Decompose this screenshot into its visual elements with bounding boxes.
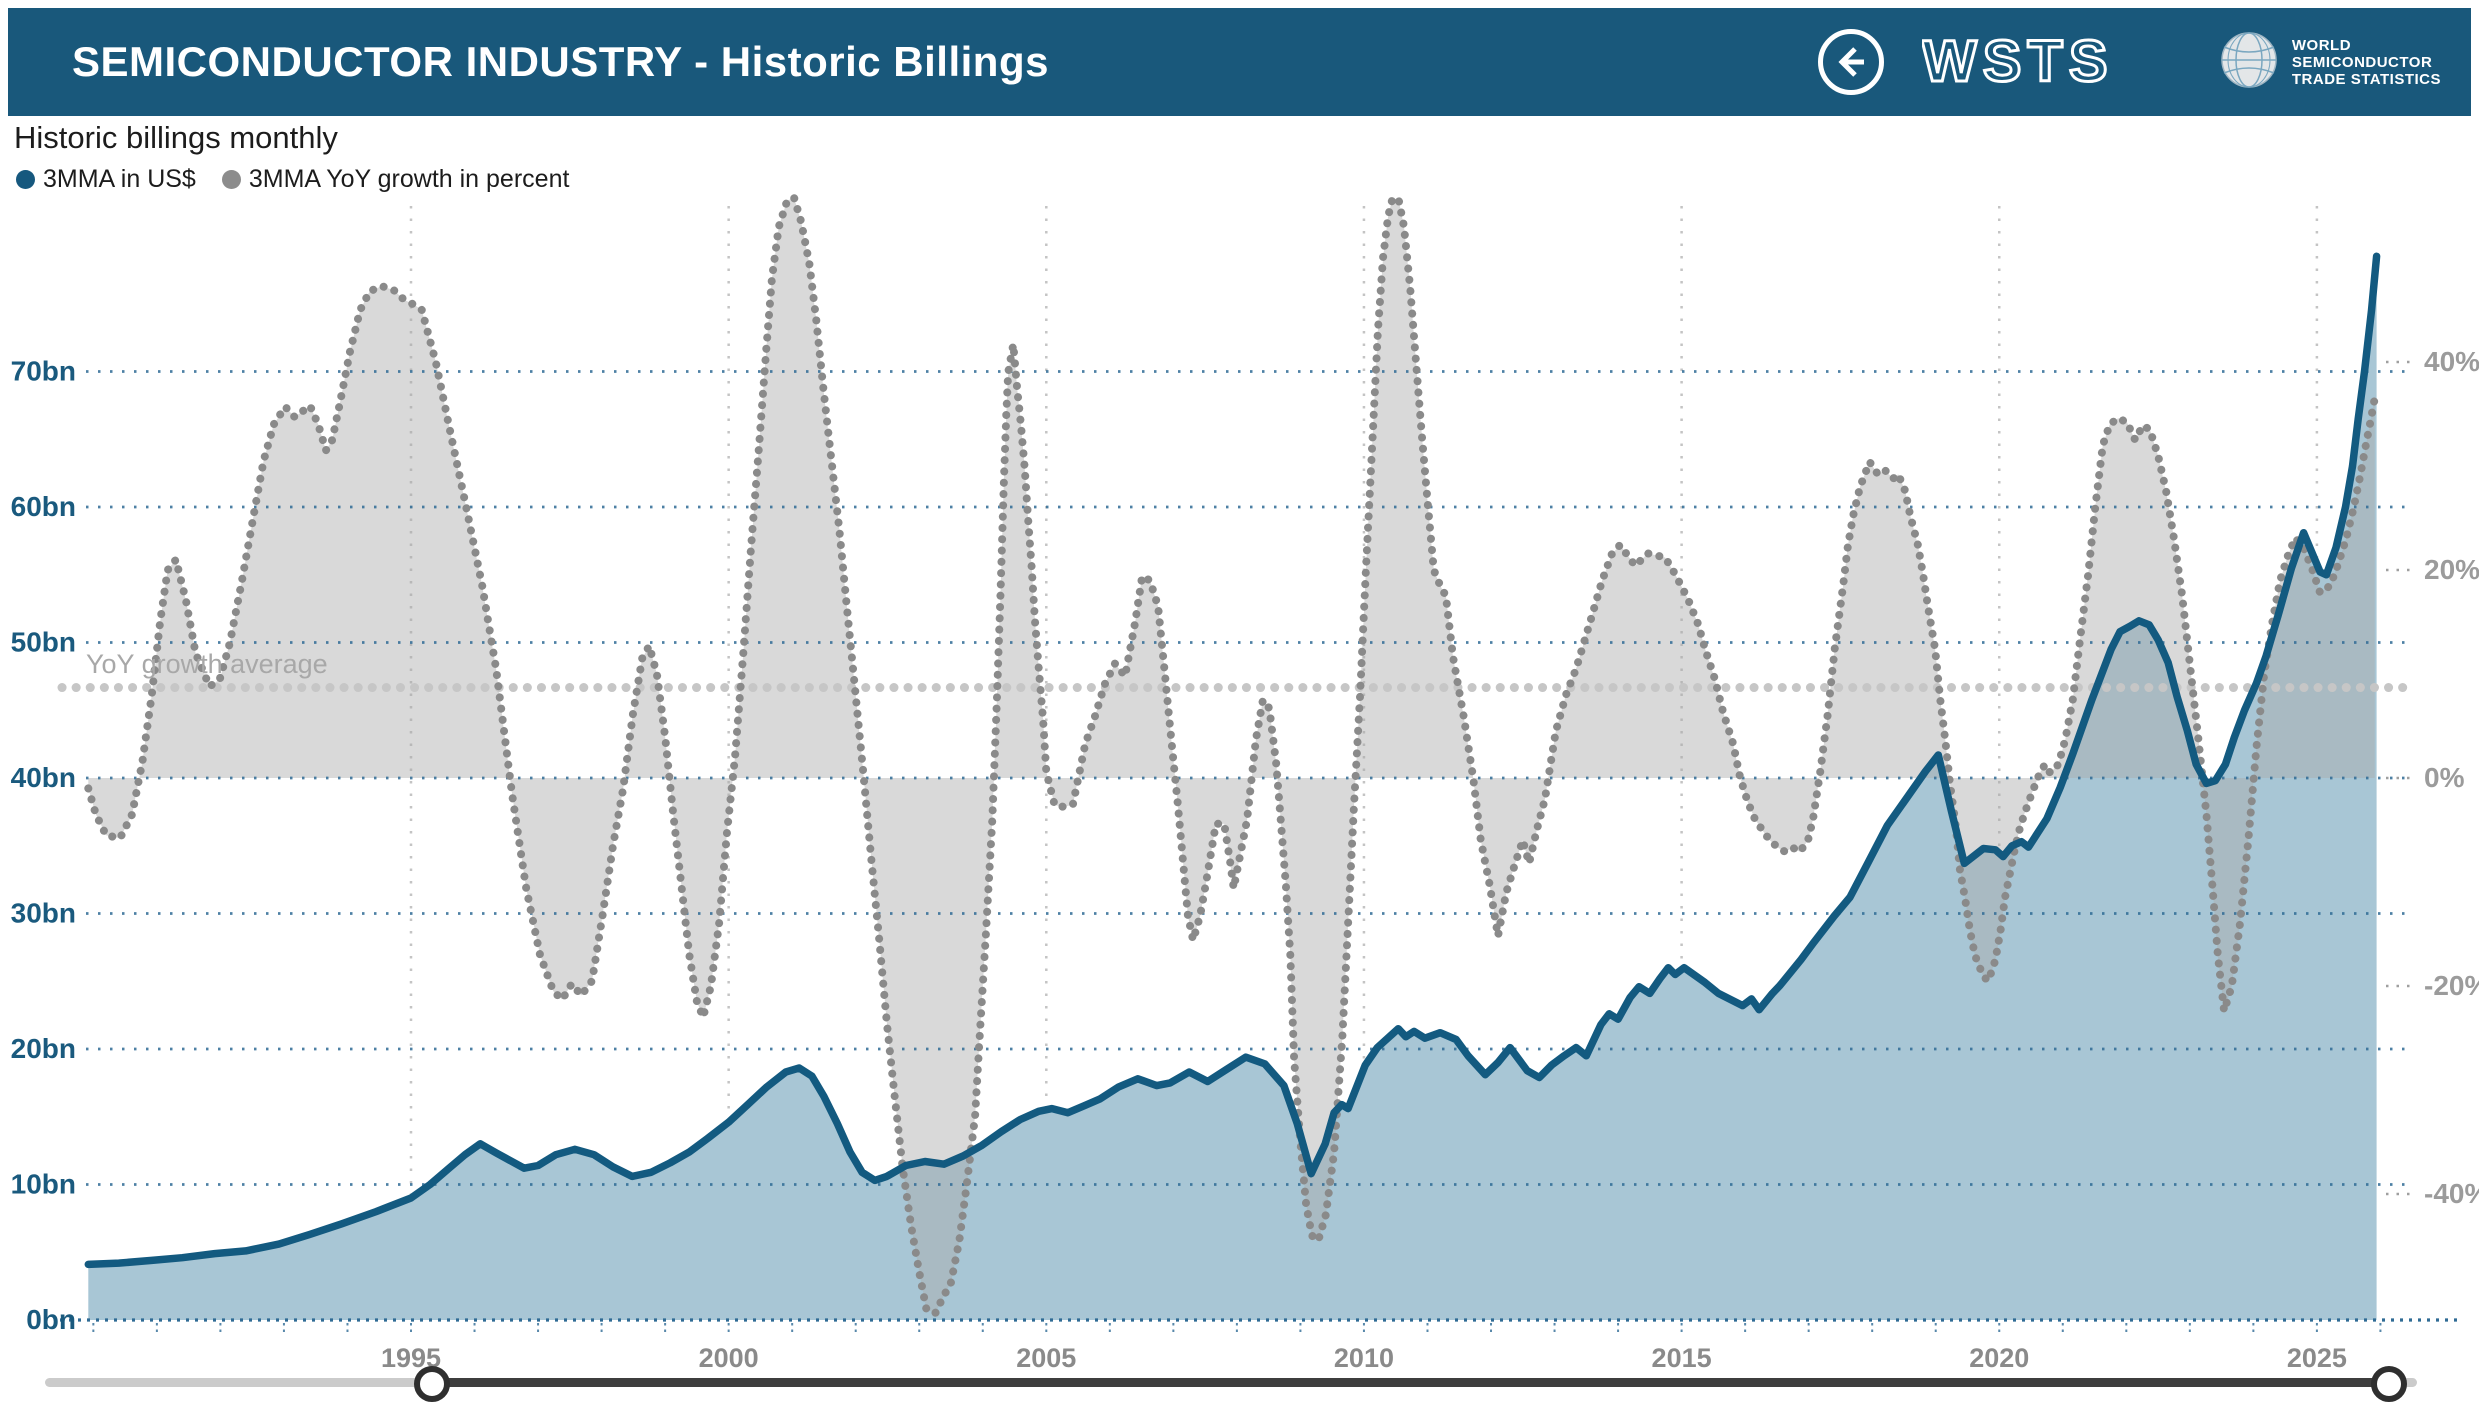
billings-line bbox=[84, 252, 2381, 1269]
year-axis-label: 2010 bbox=[1334, 1343, 1394, 1373]
year-axis-label: 2020 bbox=[1969, 1343, 2029, 1373]
growth-area bbox=[88, 197, 2375, 1314]
left-axis-label: 60bn bbox=[11, 491, 76, 522]
legend-label: 3MMA in US$ bbox=[43, 165, 196, 193]
slider-handle-right[interactable] bbox=[2370, 1366, 2407, 1402]
logo-caption: WORLD SEMICONDUCTOR TRADE STATISTICS bbox=[2292, 37, 2441, 88]
back-button[interactable] bbox=[1817, 29, 1884, 95]
caption-line: SEMICONDUCTOR bbox=[2291, 53, 2433, 71]
left-axis-label: 30bn bbox=[11, 898, 76, 929]
header-bar: SEMICONDUCTOR INDUSTRY - Historic Billin… bbox=[8, 8, 2471, 116]
right-axis-label: -40% bbox=[2424, 1178, 2479, 1209]
left-axis-label: 20bn bbox=[11, 1033, 76, 1064]
billings-legend-dot-icon bbox=[16, 170, 35, 189]
slider-handle-left[interactable] bbox=[413, 1366, 450, 1402]
left-axis-label: 70bn bbox=[11, 356, 76, 387]
legend-label: 3MMA YoY growth in percent bbox=[248, 165, 570, 193]
left-axis-label: 50bn bbox=[11, 627, 76, 658]
year-axis-label: 2015 bbox=[1652, 1343, 1712, 1373]
growth-legend-dot-icon bbox=[221, 170, 241, 189]
yoy-average-label: YoY growth average bbox=[86, 649, 328, 679]
wsts-logo-text: WSTS bbox=[1922, 31, 2114, 93]
left-axis-label: 0bn bbox=[26, 1304, 76, 1335]
left-axis-label: 40bn bbox=[11, 762, 76, 793]
year-axis-label: 2025 bbox=[2287, 1343, 2347, 1373]
wsts-logo-icon: WSTS bbox=[1922, 31, 2182, 93]
caption-line: TRADE STATISTICS bbox=[2291, 70, 2441, 88]
header-right: WSTS WORLD SEMICO bbox=[1817, 8, 2441, 116]
year-axis-label: 2005 bbox=[1016, 1343, 1076, 1373]
page-title: SEMICONDUCTOR INDUSTRY - Historic Billin… bbox=[72, 38, 1049, 85]
billings-area bbox=[88, 256, 2377, 1320]
left-axis-label: 10bn bbox=[11, 1169, 76, 1200]
right-axis-label: 0% bbox=[2424, 762, 2465, 793]
right-axis-label: -20% bbox=[2424, 970, 2479, 1001]
caption-line: WORLD bbox=[2291, 36, 2352, 54]
legend: 3MMA in US$ 3MMA YoY growth in percent bbox=[16, 165, 569, 194]
chart-subtitle: Historic billings monthly bbox=[14, 120, 338, 155]
back-arrow-icon bbox=[1834, 45, 1868, 79]
year-axis-label: 2000 bbox=[699, 1343, 759, 1373]
time-range-slider-selection[interactable] bbox=[431, 1378, 2389, 1387]
globe-caption-group: WORLD SEMICONDUCTOR TRADE STATISTICS bbox=[2220, 31, 2441, 94]
globe-icon bbox=[2220, 31, 2278, 94]
right-axis-label: 20% bbox=[2424, 554, 2479, 585]
legend-item-billings: 3MMA in US$ bbox=[16, 165, 196, 194]
right-axis-label: 40% bbox=[2424, 346, 2479, 377]
legend-item-growth: 3MMA YoY growth in percent bbox=[221, 165, 570, 194]
